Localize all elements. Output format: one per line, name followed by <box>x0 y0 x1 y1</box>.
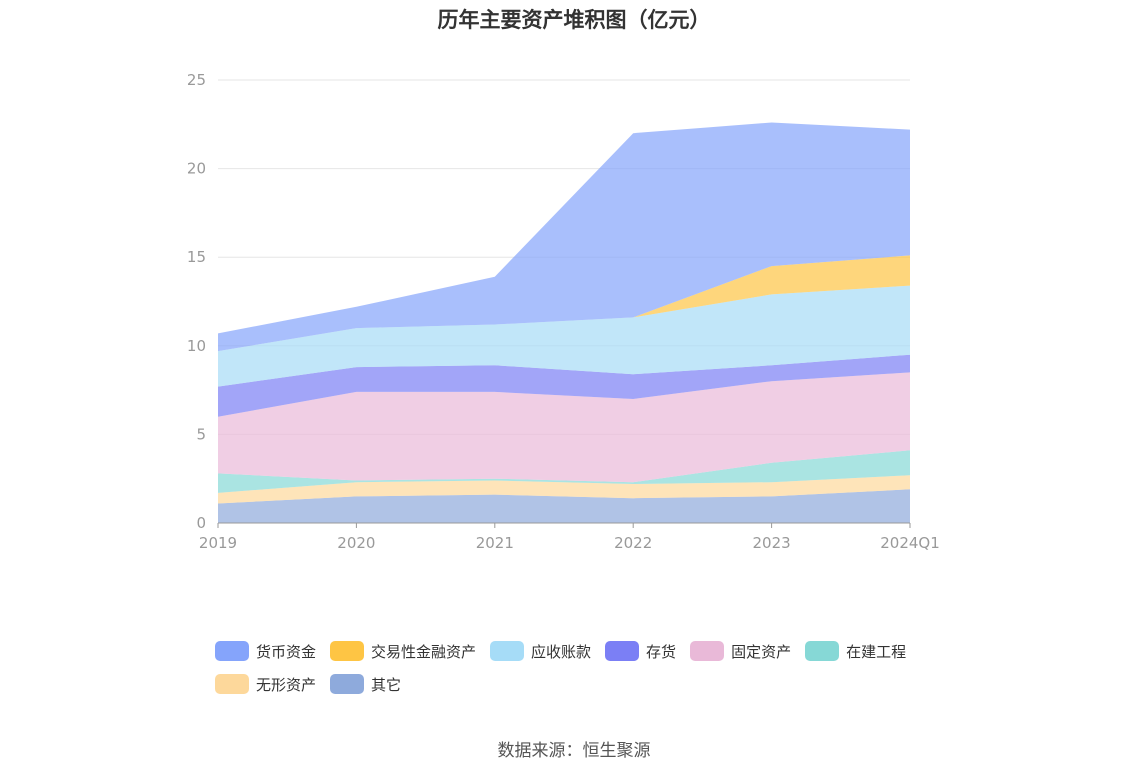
legend-swatch <box>215 674 249 694</box>
legend-label: 交易性金融资产 <box>371 642 477 661</box>
area-固定资产[interactable] <box>218 372 910 483</box>
legend-item[interactable]: 其它 <box>330 671 401 697</box>
x-tick-label: 2022 <box>614 534 652 552</box>
y-tick-label: 10 <box>187 337 206 355</box>
legend: 货币资金 交易性金融资产 应收账款 存货 固定资产 在建工程无形资产 其它 <box>215 638 955 704</box>
legend-swatch <box>690 641 725 661</box>
x-tick-label: 2021 <box>476 534 514 552</box>
legend-swatch <box>805 641 840 661</box>
area-其它[interactable] <box>218 489 910 523</box>
legend-item[interactable]: 货币资金 <box>215 638 316 664</box>
legend-item[interactable]: 交易性金融资产 <box>330 638 476 664</box>
area-在建工程[interactable] <box>218 450 910 493</box>
axes: 0 5 10 15 20 25 2019 2020 2021 2022 2023 2024Q1 <box>187 71 940 552</box>
y-tick-label: 20 <box>187 160 206 178</box>
legend-label: 固定资产 <box>731 642 792 661</box>
chart-title: 历年主要资产堆积图（亿元） <box>437 8 711 32</box>
area-存货[interactable] <box>218 354 910 417</box>
legend-swatch <box>490 641 525 661</box>
chart-canvas: 0 5 10 15 20 25 2019 2020 2021 2022 2023 2024Q1 <box>187 71 940 552</box>
x-tick-label: 2019 <box>199 534 237 552</box>
area-无形资产[interactable] <box>218 475 910 504</box>
y-tick-label: 5 <box>196 425 206 443</box>
area-应收账款[interactable] <box>218 285 910 387</box>
legend-item[interactable]: 固定资产 <box>690 638 791 664</box>
area-货币资金[interactable] <box>218 122 910 352</box>
legend-label: 无形资产 <box>256 675 317 694</box>
data-source: 数据来源：恒生聚源 <box>497 741 651 761</box>
x-tick-label: 2020 <box>337 534 375 552</box>
legend-label: 存货 <box>646 642 677 661</box>
legend-swatch <box>330 674 365 694</box>
legend-swatch <box>330 641 365 661</box>
y-tick-label: 15 <box>187 248 206 266</box>
legend-item[interactable]: 应收账款 <box>490 638 591 664</box>
legend-item[interactable]: 无形资产 <box>215 671 316 697</box>
legend-label: 其它 <box>371 675 402 694</box>
legend-swatch <box>605 641 640 661</box>
legend-label: 货币资金 <box>256 642 317 661</box>
y-tick-label: 25 <box>187 71 206 89</box>
y-tick-label: 0 <box>196 514 206 532</box>
legend-item[interactable]: 在建工程 <box>805 638 906 664</box>
x-tick-label: 2024Q1 <box>880 534 940 552</box>
x-tick-label: 2023 <box>753 534 791 552</box>
legend-item[interactable]: 存货 <box>605 638 676 664</box>
legend-label: 应收账款 <box>531 642 592 661</box>
legend-swatch <box>215 641 249 661</box>
area-交易性金融资产[interactable] <box>218 255 910 352</box>
area-series <box>218 122 910 523</box>
legend-label: 在建工程 <box>846 642 907 661</box>
